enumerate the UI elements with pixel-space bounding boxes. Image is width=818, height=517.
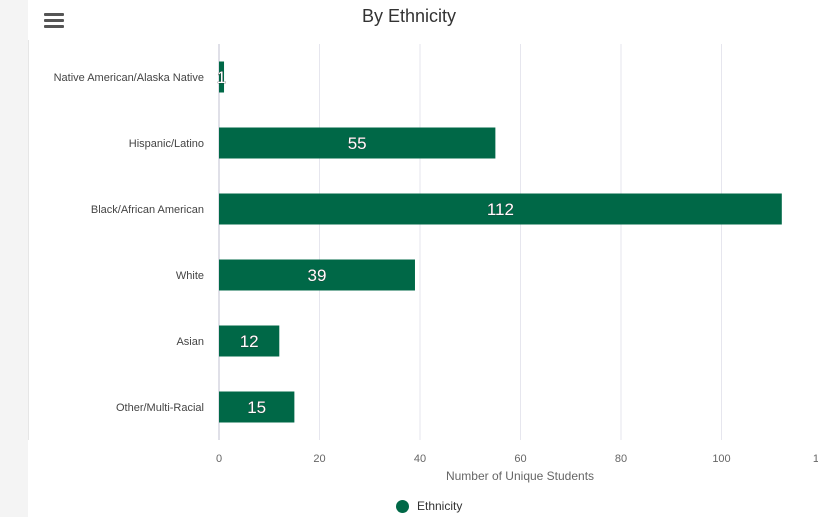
category-label: White	[176, 270, 204, 282]
data-label: 12	[240, 332, 259, 351]
chart-card	[28, 0, 818, 517]
chart-title: By Ethnicity	[361, 6, 457, 26]
legend-item-ethnicity[interactable]: Ethnicity	[396, 499, 462, 513]
x-tick-label: 0	[216, 453, 222, 465]
category-label: Native American/Alaska Native	[54, 72, 204, 84]
divider	[28, 40, 29, 440]
category-label: Hispanic/Latino	[129, 138, 204, 150]
bar	[219, 391, 295, 423]
bar	[219, 259, 415, 291]
category-label: Other/Multi-Racial	[116, 402, 204, 414]
x-tick-label: 60	[514, 453, 526, 465]
bar	[219, 325, 280, 357]
legend-label: Ethnicity	[417, 499, 463, 513]
data-label: 112	[487, 200, 514, 219]
data-label: 55	[348, 134, 367, 153]
data-label: 15	[247, 398, 266, 417]
bar	[219, 61, 225, 93]
x-axis-title: Number of Unique Students	[446, 469, 594, 483]
bar	[219, 127, 496, 159]
x-tick-label: 80	[615, 453, 627, 465]
x-tick-label: 40	[414, 453, 426, 465]
category-label: Asian	[176, 336, 204, 348]
bar	[219, 193, 782, 225]
x-tick-label: 20	[313, 453, 325, 465]
category-label: Black/African American	[91, 204, 204, 216]
x-tick-label: 100	[712, 453, 730, 465]
x-tick-label: 120	[813, 453, 818, 465]
legend-marker	[396, 499, 409, 513]
hamburger-menu-icon[interactable]	[44, 13, 64, 29]
data-label: 1	[217, 68, 226, 87]
data-label: 39	[308, 266, 327, 285]
